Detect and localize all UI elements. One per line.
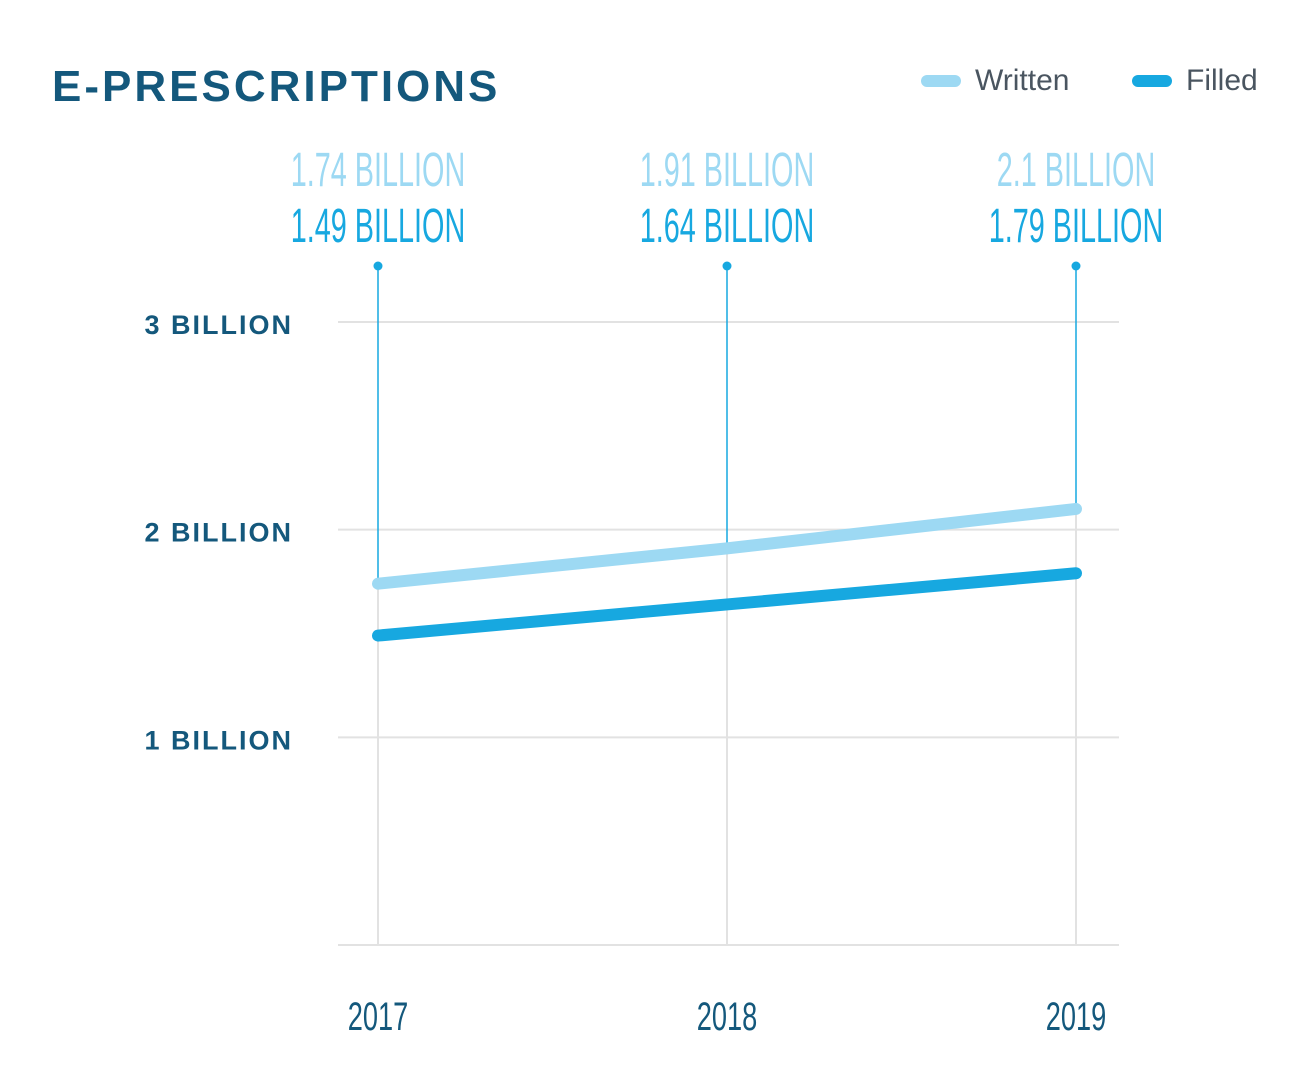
leader-dot (722, 261, 732, 271)
legend-swatch-written (921, 75, 961, 87)
data-label-filled: 1.64 BILLION (640, 200, 814, 253)
y-tick-label: 1 BILLION (144, 725, 293, 755)
x-tick-label: 2017 (348, 995, 408, 1039)
data-label-written: 1.91 BILLION (640, 144, 814, 197)
data-label-filled: 1.79 BILLION (989, 200, 1163, 253)
y-tick-label: 2 BILLION (144, 518, 293, 548)
series-line-filled (372, 567, 1082, 642)
data-label-written: 2.1 BILLION (997, 144, 1155, 197)
data-label-written: 1.74 BILLION (291, 144, 465, 197)
chart-title: E-PRESCRIPTIONS (52, 62, 501, 111)
x-tick-label: 2018 (697, 995, 757, 1039)
series-line-written (372, 502, 1082, 590)
leader-dot (1071, 261, 1081, 271)
legend-label-filled: Filled (1186, 64, 1258, 97)
legend-item-written: Written (921, 64, 1069, 98)
legend-swatch-filled (1132, 75, 1172, 87)
legend-label-written: Written (975, 64, 1070, 97)
leader-dot (373, 261, 383, 271)
data-label-filled: 1.49 BILLION (291, 200, 465, 253)
x-tick-label: 2019 (1046, 995, 1106, 1039)
y-tick-label: 3 BILLION (144, 310, 293, 340)
legend-item-filled: Filled (1132, 64, 1258, 98)
